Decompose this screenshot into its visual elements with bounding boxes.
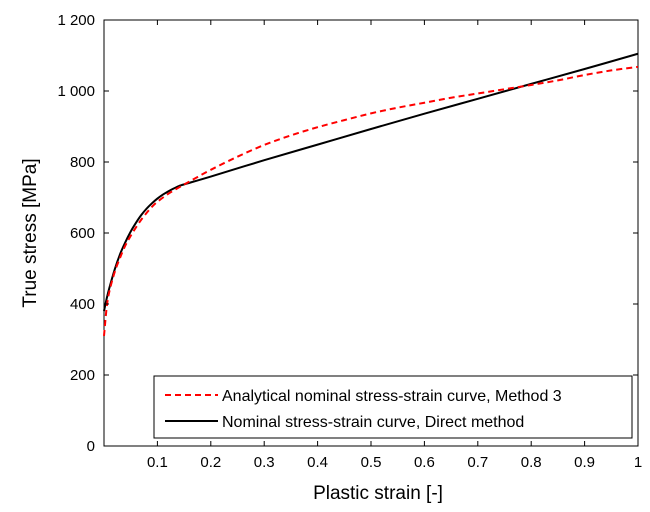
legend-label-direct: Nominal stress-strain curve, Direct meth… xyxy=(222,414,524,431)
x-tick-label: 0.1 xyxy=(147,454,168,471)
x-tick-label: 0.2 xyxy=(200,454,221,471)
y-tick-label: 1 000 xyxy=(57,83,95,100)
y-axis-label: True stress [MPa] xyxy=(20,158,41,307)
series-analytical-method-3 xyxy=(103,65,639,337)
x-tick-label: 0.3 xyxy=(254,454,275,471)
legend-label-analytical: Analytical nominal stress-strain curve, … xyxy=(222,388,562,405)
y-tick-label: 400 xyxy=(70,296,95,313)
tick-layer: 0.1 0.2 0.3 0.4 0.5 0.6 0.7 0.8 0.9 1 0 200 400 600 80… xyxy=(57,12,642,471)
plot-area xyxy=(103,19,639,447)
x-tick-label: 0.4 xyxy=(307,454,328,471)
x-tick-label: 1 xyxy=(634,454,642,471)
x-tick-label: 0.7 xyxy=(467,454,488,471)
legend: Analytical nominal stress-strain curve, … xyxy=(153,375,633,439)
x-axis-label: Plastic strain [-] xyxy=(313,483,443,504)
y-tick-label: 600 xyxy=(70,225,95,242)
legend-box xyxy=(153,375,633,439)
x-tick-label: 0.5 xyxy=(361,454,382,471)
y-tick-label: 0 xyxy=(87,438,95,455)
series-direct-method xyxy=(103,52,639,312)
y-tick-label: 200 xyxy=(70,367,95,384)
series-layer xyxy=(103,52,639,337)
y-tick-label: 800 xyxy=(70,154,95,171)
x-tick-label: 0.6 xyxy=(414,454,435,471)
y-tick-label: 1 200 xyxy=(57,12,95,29)
x-tick-label: 0.9 xyxy=(574,454,595,471)
x-tick-label: 0.8 xyxy=(521,454,542,471)
